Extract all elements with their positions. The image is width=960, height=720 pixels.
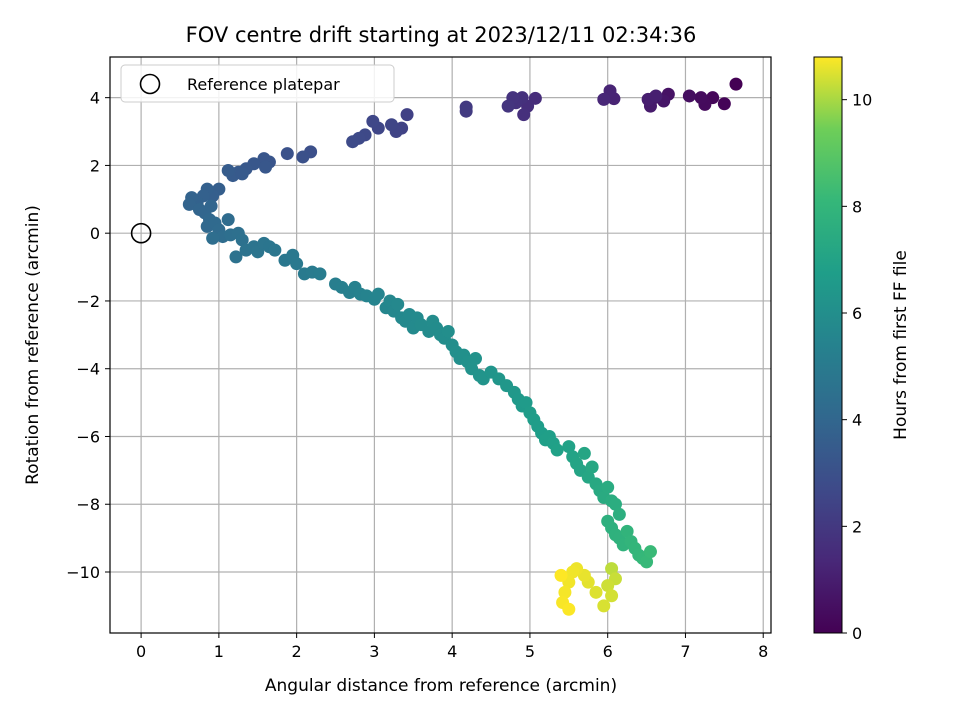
scatter-point <box>459 104 473 118</box>
scatter-point <box>371 287 385 301</box>
scatter-point <box>589 585 603 599</box>
scatter-point <box>601 480 615 494</box>
colorbar-tick-label: 4 <box>852 411 862 430</box>
colorbar: 0 2 4 6 8 10 Hours from first FF file <box>813 56 911 643</box>
scatter-point <box>400 108 414 122</box>
x-tick-label: 3 <box>369 642 379 661</box>
legend-box <box>120 64 395 103</box>
scatter-point <box>562 440 576 454</box>
scatter-point <box>391 297 405 311</box>
y-axis-label: Rotation from reference (arcmin) <box>23 205 43 485</box>
y-tick-label: −8 <box>76 495 100 514</box>
scatter-point <box>313 267 327 281</box>
colorbar-tick-label: 8 <box>852 197 862 216</box>
x-tick-label: 1 <box>214 642 224 661</box>
colorbar-tick-label: 6 <box>852 304 862 323</box>
scatter-point <box>204 199 218 213</box>
y-tick-label: −4 <box>76 360 100 379</box>
scatter-point <box>585 460 599 474</box>
legend-marker <box>139 73 161 95</box>
scatter-point <box>280 147 294 161</box>
scatter-point <box>259 160 273 174</box>
x-tick-label: 4 <box>447 642 457 661</box>
scatter-point <box>566 565 580 579</box>
scatter-point <box>682 89 696 103</box>
scatter-point <box>221 164 235 178</box>
x-tick-label: 0 <box>136 642 146 661</box>
scatter-point <box>441 324 455 338</box>
colorbar-tick-label: 2 <box>852 517 862 536</box>
x-axis-ticks: 0 1 2 3 4 5 6 7 8 <box>136 633 768 661</box>
scatter-point <box>221 213 235 227</box>
x-tick-label: 6 <box>603 642 613 661</box>
scatter-point <box>597 599 611 613</box>
x-axis-label: Angular distance from reference (arcmin) <box>265 676 617 696</box>
scatter-point <box>182 197 196 211</box>
scatter-point <box>519 396 533 410</box>
colorbar-gradient <box>813 56 843 634</box>
y-tick-label: 0 <box>90 224 100 243</box>
legend-label: Reference platepar <box>187 75 340 94</box>
scatter-point <box>729 77 743 91</box>
colorbar-tick-label: 10 <box>852 91 872 110</box>
scatter-point <box>608 497 622 511</box>
scatter-point <box>290 257 304 271</box>
y-tick-label: −6 <box>76 427 100 446</box>
scatter-point <box>346 135 360 149</box>
x-tick-label: 7 <box>680 642 690 661</box>
scatter-point <box>554 568 568 582</box>
points-layer <box>182 77 743 616</box>
scatter-point <box>717 97 731 111</box>
colorbar-tick-label: 0 <box>852 624 862 643</box>
scatter-point <box>612 507 626 521</box>
plot-area: 0 1 2 3 4 5 6 7 8 −10 −8 −6 −4 −2 0 2 4 Reference plate… <box>66 56 772 661</box>
reference-marker <box>130 222 152 244</box>
chart-title: FOV centre drift starting at 2023/12/11 … <box>186 23 697 47</box>
y-tick-label: −10 <box>66 563 100 582</box>
grid-layer <box>110 57 771 633</box>
scatter-point <box>517 108 531 122</box>
scatter-point <box>649 89 663 103</box>
scatter-point <box>296 150 310 164</box>
y-tick-label: 2 <box>90 156 100 175</box>
scatter-point <box>558 585 572 599</box>
scatter-point <box>235 233 249 247</box>
plot-frame <box>109 56 772 634</box>
scatter-point <box>620 524 634 538</box>
scatter-point <box>640 555 654 569</box>
scatter-point <box>577 446 591 460</box>
colorbar-label: Hours from first FF file <box>891 250 911 440</box>
scatter-point <box>366 114 380 128</box>
x-tick-label: 8 <box>758 642 768 661</box>
x-tick-label: 2 <box>292 642 302 661</box>
y-axis-ticks: −10 −8 −6 −4 −2 0 2 4 <box>66 89 110 582</box>
scatter-point <box>268 243 282 257</box>
scatter-point <box>643 545 657 559</box>
scatter-point <box>601 579 615 593</box>
scatter-point <box>229 250 243 264</box>
scatter-point <box>605 589 619 603</box>
scatter-point <box>597 92 611 106</box>
scatter-point <box>605 562 619 576</box>
scatter-point <box>550 443 564 457</box>
scatter-point <box>501 99 515 113</box>
legend: Reference platepar <box>120 64 395 103</box>
scatter-point <box>385 118 399 132</box>
scatter-point <box>562 602 576 616</box>
scatter-point <box>235 167 249 181</box>
scatter-point <box>468 352 482 366</box>
x-tick-label: 5 <box>525 642 535 661</box>
y-tick-label: −2 <box>76 292 100 311</box>
scatter-point <box>206 231 220 245</box>
colorbar-ticks: 0 2 4 6 8 10 <box>842 91 872 643</box>
y-tick-label: 4 <box>90 89 100 108</box>
scatter-point <box>694 91 708 105</box>
